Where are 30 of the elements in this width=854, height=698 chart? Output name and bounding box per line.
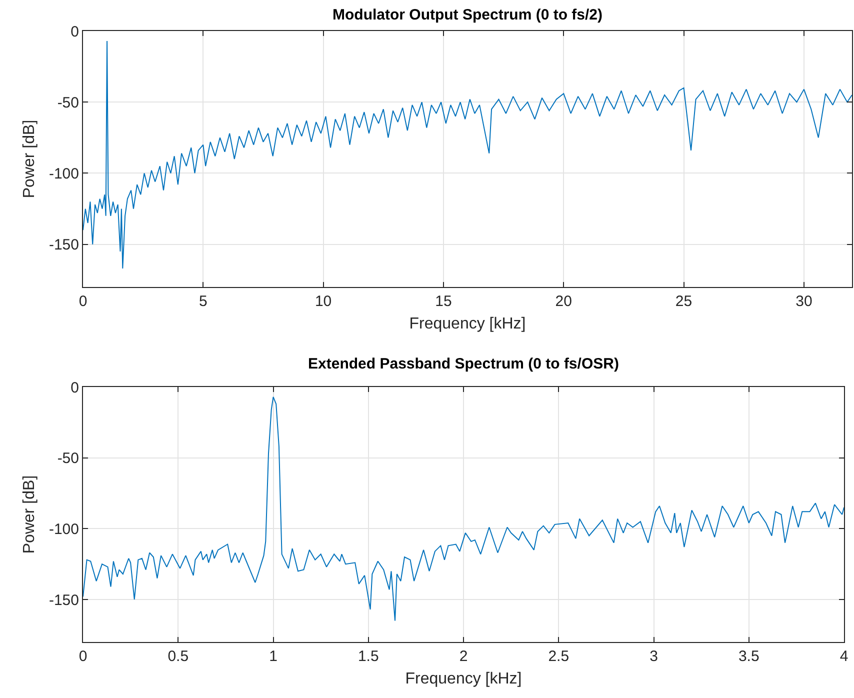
y-tick-label: -150 bbox=[48, 236, 79, 254]
line-series bbox=[83, 396, 844, 622]
y-tick-label: -150 bbox=[48, 592, 79, 609]
x-tick-label: 15 bbox=[435, 293, 452, 310]
chart-title: Modulator Output Spectrum (0 to fs/2) bbox=[332, 6, 602, 24]
x-tick-label: 5 bbox=[198, 293, 208, 310]
x-axis-title: Frequency [kHz] bbox=[409, 316, 526, 333]
line-series bbox=[83, 40, 852, 270]
y-axis-title: Power [dB] bbox=[20, 120, 38, 198]
x-tick-label: 20 bbox=[555, 293, 572, 310]
x-tick-label: 10 bbox=[314, 293, 332, 310]
y-tick-label: -50 bbox=[57, 450, 79, 468]
x-tick-label: 30 bbox=[796, 293, 812, 310]
x-axis-title: Frequency [kHz] bbox=[405, 670, 522, 688]
x-tick-label: 3.5 bbox=[738, 648, 760, 665]
x-tick-label: 0.5 bbox=[168, 648, 189, 665]
chart-title: Extended Passband Spectrum (0 to fs/OSR) bbox=[308, 355, 619, 372]
y-tick-label: -50 bbox=[57, 94, 79, 112]
x-tick-label: 4 bbox=[840, 648, 848, 665]
x-tick-label: 3 bbox=[650, 648, 658, 665]
y-tick-label: 0 bbox=[70, 379, 79, 396]
y-axis-title: Power [dB] bbox=[20, 475, 38, 554]
x-tick-label: 25 bbox=[675, 293, 692, 310]
x-tick-label: 2 bbox=[459, 648, 468, 665]
x-tick-label: 1.5 bbox=[358, 648, 379, 665]
y-tick-label: 0 bbox=[70, 23, 79, 40]
y-tick-label: -100 bbox=[48, 165, 79, 182]
y-tick-label: -100 bbox=[48, 520, 79, 538]
x-tick-label: 2.5 bbox=[548, 648, 570, 665]
x-tick-label: 1 bbox=[269, 648, 278, 665]
